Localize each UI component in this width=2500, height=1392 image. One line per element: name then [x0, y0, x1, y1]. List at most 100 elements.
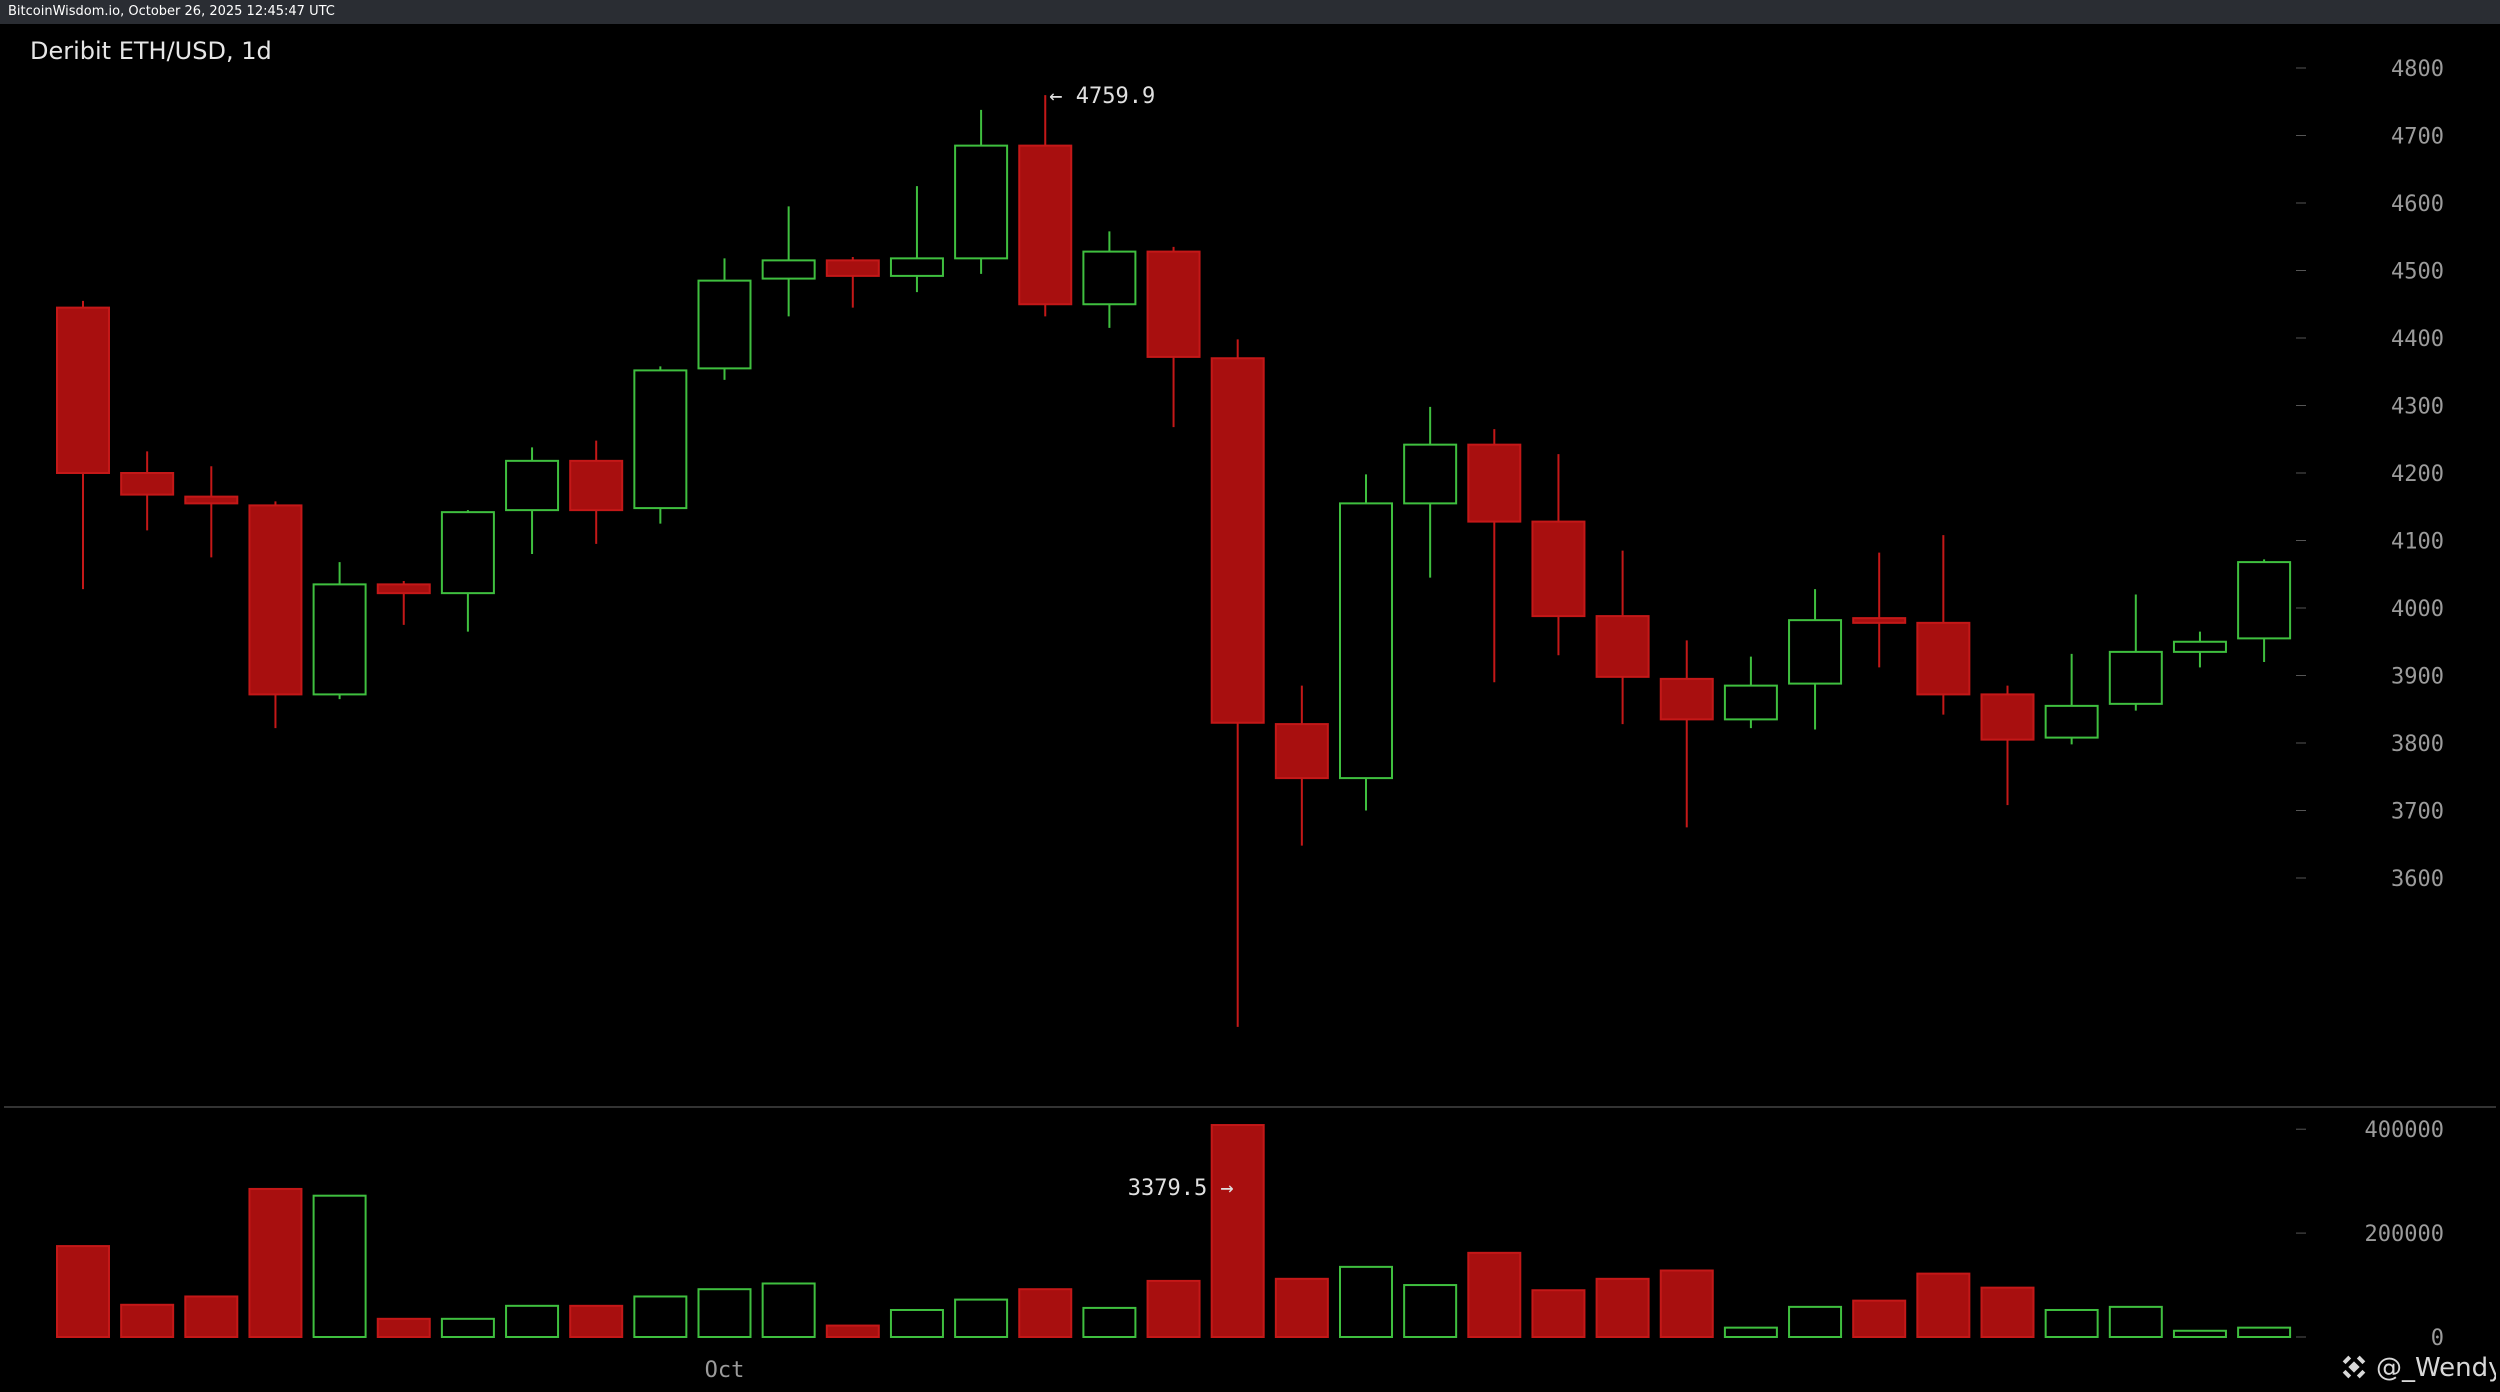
- candle: [1018, 95, 1073, 317]
- candle-body: [889, 257, 944, 277]
- candle: [2172, 631, 2227, 668]
- binance-logo-icon: [2342, 1355, 2366, 1379]
- candle: [1531, 454, 1586, 656]
- candle: [569, 440, 624, 544]
- candle-body: [440, 511, 495, 595]
- volume-bar: [1916, 1272, 1971, 1338]
- candle-body: [1274, 723, 1329, 780]
- candle-body: [1146, 250, 1201, 358]
- candle: [376, 581, 431, 625]
- candle: [312, 562, 367, 700]
- candle: [1274, 685, 1329, 846]
- volume-bar: [1403, 1284, 1458, 1339]
- candle-body: [184, 495, 239, 505]
- candle-body: [120, 472, 175, 496]
- volume-bar: [569, 1304, 624, 1338]
- volume-bar: [1018, 1288, 1073, 1338]
- candle-body: [505, 459, 560, 512]
- volume-bar: [761, 1282, 816, 1338]
- candle-body: [376, 583, 431, 595]
- price-tick-label: 3600: [2391, 867, 2444, 892]
- volume-bar: [633, 1295, 688, 1338]
- volume-axis: 0 200000 400000: [2296, 1118, 2444, 1351]
- candle: [2044, 653, 2099, 745]
- volume-bar: [2108, 1305, 2163, 1338]
- volume-bar: [889, 1308, 944, 1338]
- candle: [56, 300, 110, 590]
- volume-bar: [1339, 1265, 1393, 1338]
- watermark: @_Wendy: [2342, 1353, 2496, 1383]
- volume-bar: [1146, 1279, 1201, 1339]
- watermark-text: @_Wendy: [2376, 1353, 2496, 1383]
- candle: [1723, 656, 1778, 729]
- candlestick-chart: Deribit ETH/USD, 1d 3600 3700 3800 3900 4000…: [4, 37, 2496, 1383]
- volume-bar: [184, 1295, 239, 1338]
- candle-body: [1788, 619, 1843, 685]
- candle: [1403, 406, 1458, 578]
- volume-tick-label: 200000: [2365, 1222, 2444, 1247]
- candle: [1852, 552, 1907, 668]
- price-tick-label: 4000: [2391, 597, 2444, 622]
- price-tick-label: 4100: [2391, 530, 2444, 555]
- price-annotations: ← 4759.9 3379.5 →: [1049, 84, 1233, 1201]
- candle: [1146, 246, 1201, 428]
- price-tick-label: 4300: [2391, 395, 2444, 420]
- candle-body: [1723, 684, 1778, 721]
- candle: [1659, 640, 1714, 828]
- volume-bar: [376, 1317, 431, 1338]
- candle-body: [248, 504, 303, 696]
- volume-bar: [1595, 1277, 1650, 1338]
- price-axis: 3600 3700 3800 3900 4000 4100 4200 4300 4400 4500…: [2296, 57, 2444, 892]
- candle-body: [1659, 677, 1714, 721]
- candle: [440, 510, 495, 632]
- candle: [825, 257, 880, 308]
- candle-body: [1210, 357, 1265, 724]
- volume-bar: [440, 1317, 495, 1338]
- price-tick-label: 4700: [2391, 125, 2444, 150]
- volume-bar: [2237, 1326, 2292, 1339]
- candle-body: [633, 369, 688, 510]
- candle-body: [825, 259, 880, 277]
- candle-body: [2108, 650, 2163, 705]
- candle: [633, 366, 688, 524]
- price-tick-label: 3800: [2391, 732, 2444, 757]
- candle: [1467, 429, 1522, 683]
- candle: [1980, 685, 2035, 806]
- volume-bar: [1274, 1277, 1329, 1338]
- candle: [889, 186, 944, 293]
- candle-body: [1403, 443, 1458, 505]
- candle-body: [697, 279, 752, 370]
- volume-bar: [1723, 1326, 1778, 1339]
- price-tick-label: 4600: [2391, 192, 2444, 217]
- candle-body: [1018, 144, 1073, 306]
- candle-body: [312, 583, 367, 696]
- price-tick-label: 4500: [2391, 260, 2444, 285]
- price-tick-label: 3700: [2391, 800, 2444, 825]
- volume-bar: [56, 1245, 110, 1338]
- volume-bar: [120, 1303, 175, 1339]
- candle: [1916, 535, 1971, 715]
- volume-bar: [2044, 1308, 2099, 1338]
- low-annotation: 3379.5 →: [1128, 1176, 1234, 1201]
- high-annotation: ← 4759.9: [1049, 84, 1155, 109]
- candle: [954, 109, 1009, 274]
- candle-body: [2172, 640, 2227, 653]
- candle-body: [1852, 617, 1907, 624]
- volume-bar: [1659, 1269, 1714, 1338]
- volume-bar: [1788, 1305, 1843, 1338]
- candle-body: [1467, 443, 1522, 523]
- volume-bar: [825, 1324, 880, 1338]
- candle: [2108, 594, 2163, 711]
- volume-bar: [505, 1304, 560, 1338]
- candle: [505, 447, 560, 554]
- candles: [56, 95, 2292, 1027]
- volume-bar: [2172, 1329, 2227, 1339]
- candle-body: [1980, 693, 2035, 741]
- candle: [120, 451, 175, 531]
- volume-bar: [1210, 1124, 1265, 1339]
- volume-bar: [697, 1288, 752, 1338]
- candle-body: [1531, 520, 1586, 618]
- x-tick-label: Oct: [705, 1358, 745, 1383]
- candle: [1788, 589, 1843, 730]
- price-tick-label: 4800: [2391, 57, 2444, 82]
